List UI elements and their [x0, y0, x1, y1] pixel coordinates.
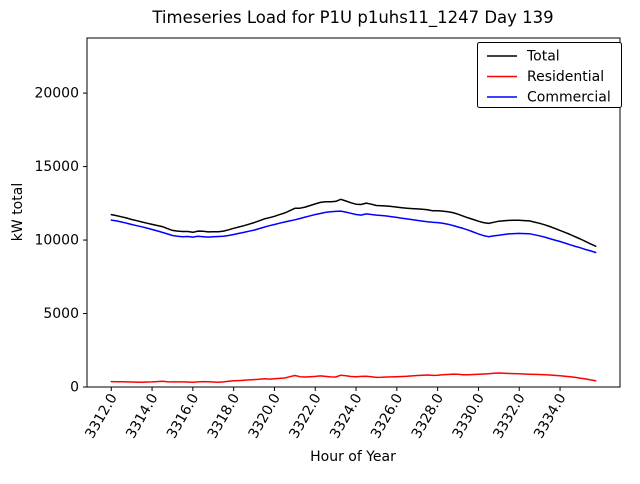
x-tick-label: 3318.0: [205, 391, 243, 441]
y-tick-label: 0: [70, 380, 79, 396]
x-tick-label: 3312.0: [82, 391, 120, 441]
x-tick-label: 3328.0: [409, 391, 447, 441]
x-tick-label: 3322.0: [286, 391, 324, 441]
y-axis-ticks: 0 5000 10000 15000 20000: [34, 86, 87, 396]
x-tick-label: 3330.0: [450, 391, 488, 441]
series-line-total: [110, 198, 597, 247]
y-axis-label: kW total: [10, 183, 26, 241]
legend-label-commercial: Commercial: [527, 90, 611, 106]
legend: Total Residential Commercial: [477, 42, 622, 108]
legend-box: [477, 42, 622, 108]
x-axis-label: Hour of Year: [310, 449, 396, 465]
series-line-residential: [110, 372, 597, 383]
legend-label-total: Total: [526, 49, 560, 65]
y-tick-label: 10000: [34, 233, 79, 249]
x-axis-ticks: 3312.0 3314.0 3316.0 3318.0 3320.0 3322.0 3324…: [82, 387, 569, 441]
x-tick-label: 3314.0: [123, 391, 161, 441]
series-lines: [110, 198, 597, 383]
x-tick-label: 3320.0: [246, 391, 284, 441]
legend-label-residential: Residential: [527, 69, 604, 85]
y-tick-label: 5000: [43, 306, 79, 322]
x-tick-label: 3324.0: [327, 391, 365, 441]
x-tick-label: 3334.0: [531, 391, 569, 441]
y-tick-label: 20000: [34, 86, 79, 102]
chart-title: Timeseries Load for P1U p1uhs11_1247 Day…: [151, 8, 553, 28]
series-line-commercial: [110, 210, 597, 254]
y-tick-label: 15000: [34, 159, 79, 175]
x-tick-label: 3332.0: [490, 391, 528, 441]
x-tick-label: 3316.0: [164, 391, 202, 441]
x-tick-label: 3326.0: [368, 391, 406, 441]
